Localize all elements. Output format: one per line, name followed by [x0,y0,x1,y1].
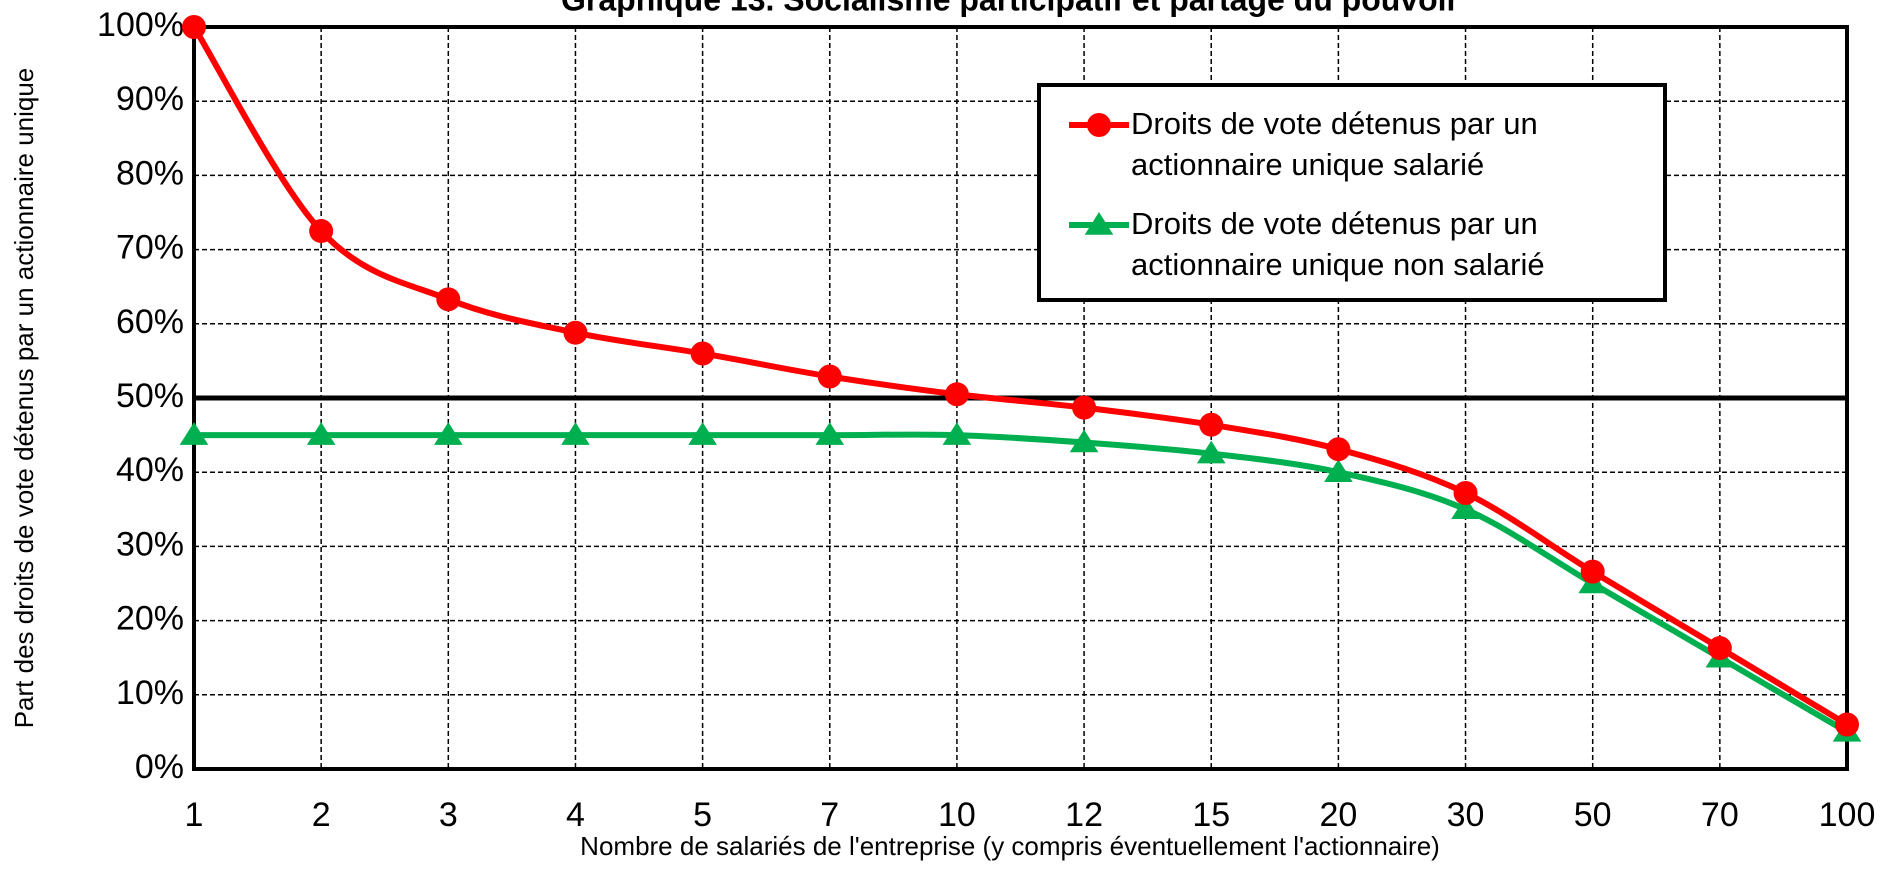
marker [815,422,845,445]
x-tick-label: 15 [1192,796,1230,834]
x-tick-label: 50 [1574,796,1612,834]
marker [944,382,969,407]
x-tick-label: 4 [566,796,585,834]
marker [306,422,336,445]
x-tick-label: 12 [1065,796,1103,834]
y-tick-label: 50% [116,377,184,415]
marker [436,287,461,312]
x-tick-label: 2 [312,796,331,834]
x-tick-label: 7 [820,796,839,834]
marker [1087,113,1111,137]
x-tick-label: 1 [185,796,204,834]
y-tick-label: 20% [116,600,184,638]
marker [561,422,590,445]
marker [1326,437,1351,462]
marker [1451,496,1480,520]
x-tick-label: 3 [439,796,458,834]
marker [1199,412,1224,437]
marker [1580,559,1605,584]
x-tick-label: 100 [1819,796,1876,834]
y-tick-label: 70% [116,229,184,267]
y-tick-label: 80% [116,154,184,192]
marker [1072,395,1097,420]
marker [1084,212,1114,235]
marker [1707,636,1732,661]
marker [690,341,715,366]
y-tick-label: 60% [116,303,184,341]
marker [1835,712,1859,737]
marker [1196,440,1226,464]
marker [434,422,463,445]
y-tick-label: 30% [116,525,184,563]
legend-label: Droits de vote détenus par un actionnair… [1131,106,1538,182]
y-tick-label: 0% [135,748,184,786]
marker [1453,480,1478,505]
marker [182,15,206,39]
marker [942,422,972,445]
marker [1324,459,1353,482]
legend-box [1037,83,1667,302]
marker [563,320,588,345]
y-axis-label: Part des droits de vote détenus par un a… [9,68,39,729]
x-tick-label: 30 [1447,796,1485,834]
x-axis-label: Nombre de salariés de l'entreprise (y co… [580,831,1440,861]
chart-title: Graphique 13. Socialisme participatif et… [561,0,1459,17]
x-tick-label: 20 [1319,796,1357,834]
x-tick-label: 10 [938,796,976,834]
marker [688,422,717,445]
marker [817,364,842,389]
y-tick-label: 40% [116,451,184,489]
marker [179,422,209,445]
x-tick-label: 70 [1701,796,1739,834]
marker [309,219,334,244]
x-tick-label: 5 [693,796,712,834]
y-tick-label: 10% [116,674,184,712]
y-tick-label: 100% [97,6,184,44]
marker [1069,429,1099,453]
y-tick-label: 90% [116,80,184,118]
legend-label: Droits de vote détenus par un actionnair… [1131,206,1545,282]
